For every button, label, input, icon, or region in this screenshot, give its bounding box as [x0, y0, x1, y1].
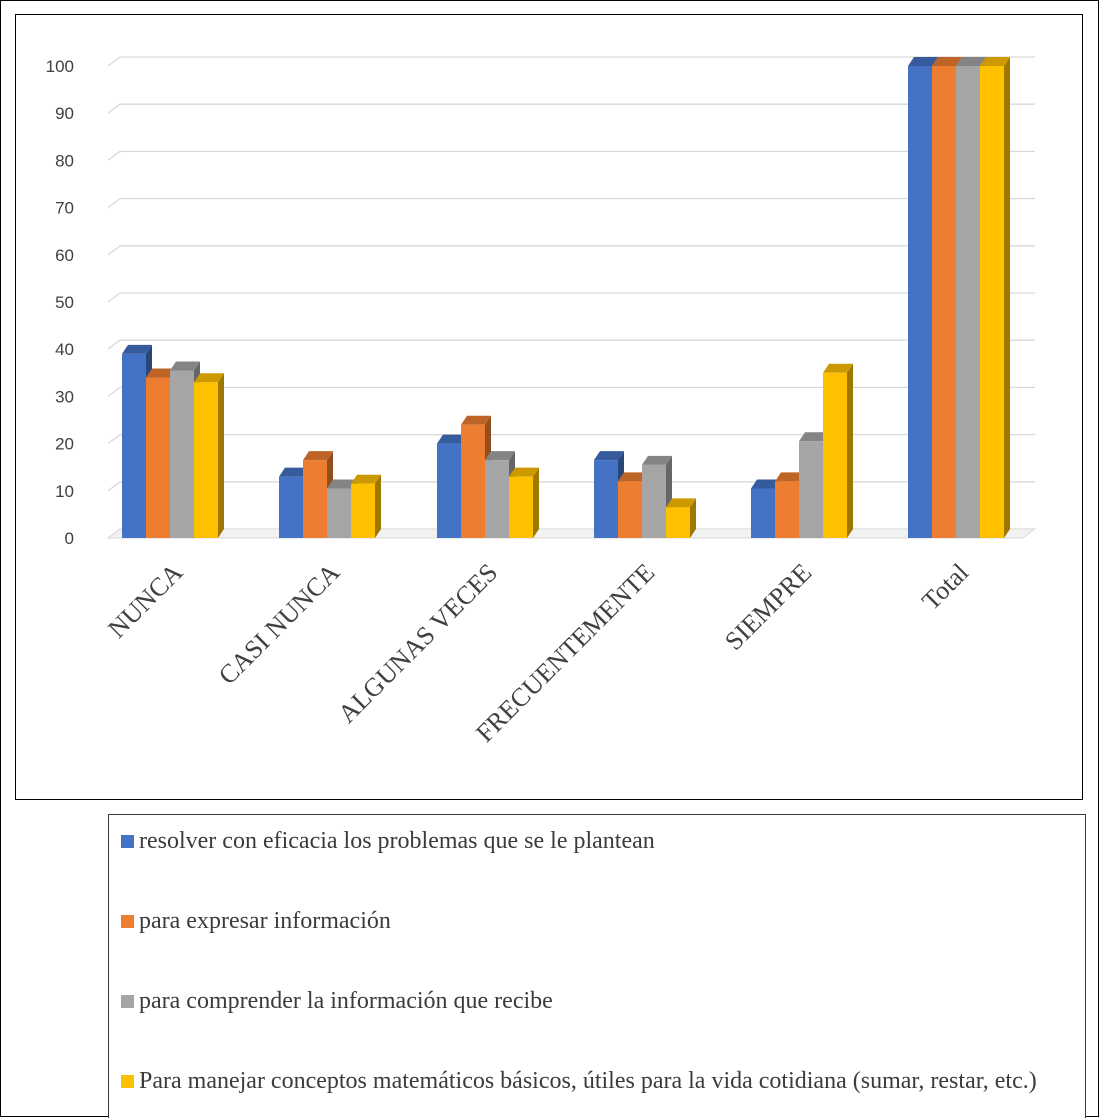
- x-category-label: CASI NUNCA: [213, 558, 346, 691]
- gridline: [107, 292, 1035, 303]
- legend-item-3: Para manejar conceptos matemáticos básic…: [121, 1063, 1071, 1099]
- y-tick-label: 90: [55, 104, 74, 123]
- legend-swatch-blue: [121, 835, 134, 848]
- y-tick-label: 60: [55, 246, 74, 265]
- x-category-label: SIEMPRE: [719, 558, 817, 656]
- gridline: [107, 150, 1035, 161]
- bar-casi-nunca-series-3: [351, 474, 381, 538]
- y-tick-label: 70: [55, 199, 74, 218]
- legend-label-0: resolver con eficacia los problemas que …: [139, 828, 655, 854]
- bar-frecuentemente-series-3: [666, 498, 696, 538]
- legend-item-0: resolver con eficacia los problemas que …: [121, 823, 1071, 859]
- x-category-label: FRECUENTEMENTE: [470, 558, 660, 748]
- y-tick-label: 40: [55, 340, 74, 359]
- gridline: [107, 245, 1035, 256]
- y-tick-label: 50: [55, 293, 74, 312]
- gridline: [107, 197, 1035, 209]
- gridline: [107, 386, 1035, 397]
- gridlines: [106, 56, 1037, 539]
- legend: resolver con eficacia los problemas que …: [108, 814, 1086, 1118]
- x-category-label: NUNCA: [102, 558, 188, 644]
- legend-swatch-gray: [121, 995, 134, 1008]
- gridline: [107, 481, 1035, 492]
- legend-swatch-orange: [121, 915, 134, 928]
- legend-label-3: Para manejar conceptos matemáticos básic…: [139, 1068, 1037, 1094]
- y-axis-ticks: 0 10 20 30 40 50 60 70 80 90 100: [46, 57, 74, 548]
- gridline: [107, 56, 1035, 67]
- bars: [122, 57, 1010, 538]
- y-tick-label: 30: [55, 387, 74, 406]
- x-category-label: Total: [916, 558, 974, 616]
- legend-label-1: para expresar información: [139, 908, 391, 934]
- legend-item-1: para expresar información: [121, 903, 1071, 939]
- chart-floor: [106, 528, 1037, 539]
- y-tick-label: 20: [55, 435, 74, 454]
- bar-total-series-3: [980, 57, 1010, 538]
- legend-swatch-yellow: [121, 1075, 134, 1088]
- gridline: [107, 433, 1035, 445]
- bar-chart: 0 10 20 30 40 50 60 70 80 90 100 NUNCA CASI NUNCAAL…: [46, 56, 1037, 748]
- bar-siempre-series-3: [823, 363, 853, 538]
- gridline: [107, 103, 1035, 114]
- y-tick-label: 0: [65, 529, 74, 548]
- y-tick-label: 80: [55, 151, 74, 170]
- gridline: [107, 339, 1035, 350]
- bar-algunas-veces-series-3: [509, 467, 539, 538]
- y-tick-label: 100: [46, 57, 74, 76]
- bar-nunca-series-3: [194, 373, 224, 538]
- x-category-label: ALGUNAS VECES: [332, 558, 503, 729]
- legend-item-2: para comprender la información que recib…: [121, 983, 1071, 1019]
- y-tick-label: 10: [55, 482, 74, 501]
- legend-label-2: para comprender la información que recib…: [139, 988, 553, 1014]
